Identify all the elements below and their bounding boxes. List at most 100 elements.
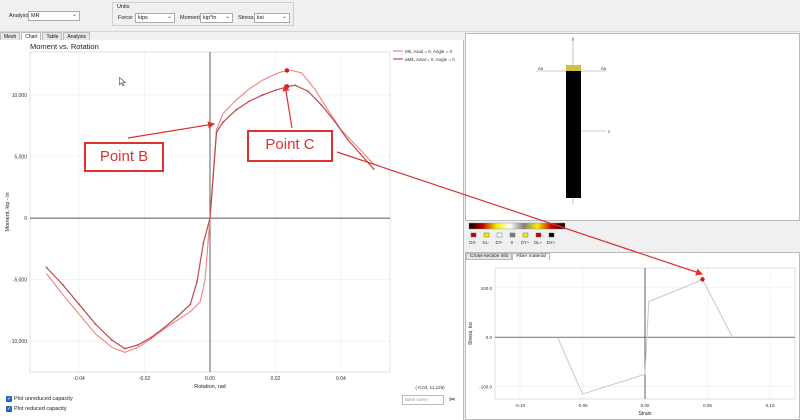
legend-label: DX+	[547, 240, 556, 245]
data-point	[222, 121, 224, 124]
data-point	[359, 153, 362, 156]
strain-legend: DX- DL- DY- 0 DY+ DL+ DX+	[465, 221, 800, 251]
base-name-input[interactable]: Base name	[402, 395, 444, 405]
data-point	[209, 217, 211, 220]
data-point	[235, 108, 238, 111]
legend-swatch	[496, 232, 503, 238]
moment-value: kip*in	[203, 15, 217, 21]
x-tick-label: 0.00	[641, 403, 650, 408]
view-tabs: Mesh Chart Table Analysis	[0, 32, 91, 41]
stress-label: Stress:	[238, 15, 256, 21]
cross-section-view[interactable]: y z na na	[465, 33, 800, 221]
cursor-readout: (-0.03, 11,129)	[415, 385, 445, 390]
cross-section-drawing: y z na na	[536, 36, 611, 204]
force-label: Force:	[118, 15, 134, 21]
mouse-cursor-icon	[119, 77, 127, 87]
data-point	[124, 347, 126, 350]
y-tick-label: 0	[24, 216, 27, 222]
legend-label: DY-	[495, 240, 503, 245]
stress-value: ksi	[257, 15, 264, 21]
tab-cross-section-info[interactable]: Cross-section info	[466, 253, 513, 260]
legend-label: Mk, Axial = 0, Angle = 0	[405, 49, 453, 54]
data-point	[346, 138, 349, 141]
force-value: kips	[138, 15, 148, 21]
x-axis-label: Rotation, rad	[194, 384, 226, 390]
x-tick-label: -0.10	[515, 403, 526, 408]
plot-reduced-checkbox[interactable]	[6, 406, 12, 412]
units-group: Units	[112, 2, 294, 26]
strain-gradient-bar	[468, 222, 566, 230]
data-point	[196, 281, 198, 284]
stress-strain-chart[interactable]: -0.10 -0.05 0.00 0.05 0.10 -100.0 0.0 100.0 Stra…	[465, 262, 800, 420]
point-c-callout: Point C	[247, 130, 333, 162]
chevron-down-icon: ⌄	[166, 14, 172, 20]
y-tick-label: -10,000	[10, 339, 27, 345]
chevron-down-icon: ⌄	[281, 14, 287, 20]
x-tick-label: 0.02	[271, 376, 281, 382]
legend-swatch	[470, 232, 477, 238]
legend-label: 0	[511, 240, 514, 245]
tab-mesh[interactable]: Mesh	[0, 32, 21, 40]
data-point	[274, 89, 277, 92]
strain-legend-swatches: DX- DL- DY- 0 DY+ DL+ DX+	[468, 222, 566, 245]
data-point	[78, 303, 80, 306]
point-b-callout: Point B	[84, 142, 164, 172]
data-point	[189, 303, 192, 306]
highlight-marker	[700, 277, 705, 282]
y-tick-label: -5,000	[13, 278, 27, 284]
plot-reduced-label: Plot reduced capacity	[14, 406, 67, 412]
section-body	[566, 68, 581, 198]
legend-swatch	[509, 232, 516, 238]
data-point	[61, 283, 64, 286]
legend-label: øMk, Axial = 0, Angle = 0	[405, 57, 455, 62]
data-point	[94, 323, 97, 325]
data-point	[150, 336, 152, 339]
scissors-icon[interactable]: ✂	[449, 395, 456, 404]
moment-select[interactable]: kip*in ⌄	[200, 13, 233, 23]
series-line-1	[45, 84, 375, 350]
stress-select[interactable]: ksi ⌄	[254, 13, 290, 23]
y-tick-label: -100.0	[479, 385, 492, 390]
data-point	[307, 90, 310, 93]
y-tick-label: 5,000	[14, 155, 27, 161]
y-tick-label: 10,000	[12, 93, 28, 99]
tab-table[interactable]: Table	[42, 32, 63, 40]
x-tick-label: -0.04	[73, 376, 85, 382]
data-point	[110, 339, 113, 341]
axis-y-label: y	[572, 36, 575, 41]
highlight-marker	[284, 84, 290, 89]
chart-title: Moment vs. Rotation	[30, 42, 99, 51]
force-select[interactable]: kips ⌄	[135, 13, 175, 23]
data-point	[215, 131, 218, 133]
data-point	[320, 104, 323, 106]
na-right-label: na	[601, 66, 607, 71]
tab-fiber-material[interactable]: Fiber material	[512, 253, 550, 260]
units-title: Units	[117, 4, 130, 10]
analysis-select[interactable]: MR ⌄	[28, 11, 80, 21]
legend-swatch	[483, 232, 490, 238]
legend-swatch	[522, 232, 529, 238]
data-point	[261, 94, 264, 96]
x-tick-label: -0.02	[139, 376, 151, 382]
legend-swatch	[548, 232, 555, 238]
chevron-down-icon: ⌄	[71, 12, 77, 18]
tab-chart[interactable]: Chart	[21, 32, 42, 40]
y-tick-label: 0.0	[486, 335, 493, 340]
x-tick-label: 0.05	[703, 403, 712, 408]
y-axis-label: Moment, kip - in	[5, 192, 11, 231]
data-point	[294, 84, 296, 87]
axis-z-label: z	[608, 129, 611, 134]
detail-tabs: Cross-section info Fiber material	[466, 253, 550, 260]
legend-label: DX-	[469, 240, 477, 245]
top-toolbar: Analysis: MR ⌄ Units Force: kips ⌄ Momen…	[0, 0, 800, 32]
section-top-fibers	[566, 65, 581, 71]
fiber-material-pane	[465, 252, 800, 420]
x-tick-label: 0.00	[205, 376, 215, 382]
plot-unreduced-checkbox[interactable]	[6, 396, 12, 402]
tab-analysis[interactable]: Analysis	[63, 32, 91, 40]
moment-label: Moment:	[180, 15, 202, 21]
moment-rotation-chart[interactable]: -0.04 -0.02 0.00 0.02 0.04 -10,000 -5,000 0 5,00…	[0, 40, 464, 390]
chevron-down-icon: ⌄	[224, 14, 230, 20]
data-point	[248, 100, 251, 103]
legend-label: DL-	[483, 240, 490, 245]
